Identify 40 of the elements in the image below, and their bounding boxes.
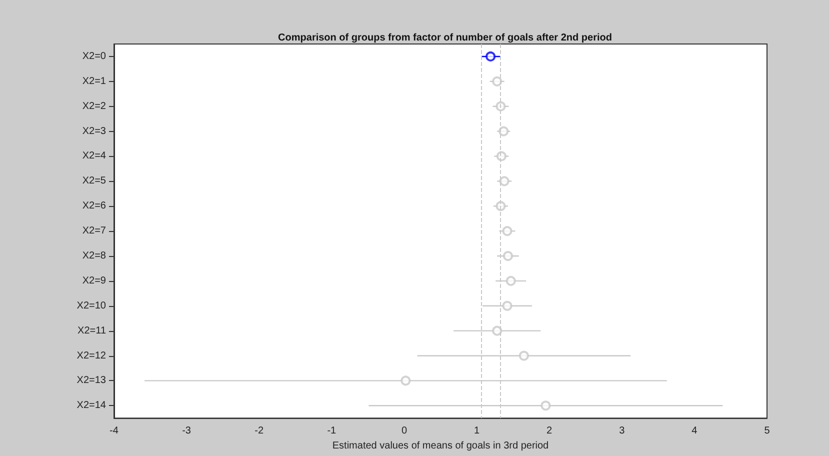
x-tick-label: 2	[546, 426, 553, 437]
x-tick-label: -2	[254, 426, 264, 437]
x-axis-title: Estimated values of means of goals in 3rd period	[332, 440, 549, 452]
y-tick-label: X2=10	[76, 300, 106, 312]
point	[486, 51, 496, 62]
y-tick-label: X2=11	[78, 325, 106, 336]
point	[502, 226, 512, 236]
y-tick-label: X2=4	[82, 150, 106, 162]
point	[492, 326, 502, 336]
y-tick-label: X2=9	[82, 275, 106, 286]
x-tick-label: 1	[474, 426, 480, 437]
y-tick-label: X2=6	[82, 200, 106, 212]
y-tick-label: X2=1	[82, 76, 106, 87]
y-tick-label: X2=14	[76, 400, 106, 412]
y-tick-label: X2=12	[76, 350, 106, 362]
point	[400, 376, 411, 386]
point	[540, 400, 551, 411]
point	[506, 276, 516, 286]
y-tick-label: X2=8	[82, 250, 106, 262]
x-tick-label: 4	[692, 426, 698, 437]
point	[518, 350, 529, 361]
x-tick-label: 3	[619, 426, 626, 437]
y-tick-label: X2=3	[82, 126, 106, 137]
point	[496, 101, 506, 112]
x-tick-label: -3	[182, 426, 192, 437]
y-tick-label: X2=0	[82, 50, 106, 62]
x-tick-label: -4	[110, 426, 119, 437]
y-tick-label: X2=13	[76, 375, 106, 386]
point	[502, 300, 512, 311]
point	[492, 76, 502, 86]
point	[499, 176, 510, 186]
point	[502, 250, 513, 261]
x-tick-label: -1	[327, 426, 337, 437]
x-tick-label: 5	[764, 426, 770, 437]
y-tick-label: X2=2	[82, 100, 106, 112]
x-tick-label: 0	[401, 426, 408, 437]
y-tick-label: X2=7	[82, 226, 106, 237]
y-tick-label: X2=5	[82, 176, 106, 187]
chart-title: Comparison of groups from factor of number of goals after 2nd period	[278, 32, 612, 44]
point	[498, 126, 509, 136]
